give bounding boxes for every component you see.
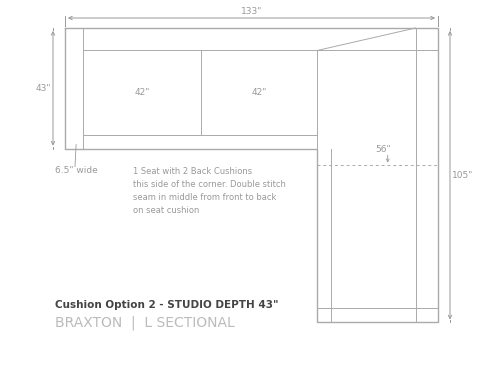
Text: Cushion Option 2 - STUDIO DEPTH 43": Cushion Option 2 - STUDIO DEPTH 43"	[55, 300, 278, 310]
Text: 6.5" wide: 6.5" wide	[55, 166, 98, 175]
Text: 133": 133"	[241, 7, 262, 16]
Text: BRAXTON  |  L SECTIONAL: BRAXTON | L SECTIONAL	[55, 316, 235, 330]
Text: 43": 43"	[36, 84, 51, 93]
Text: 42": 42"	[252, 88, 267, 97]
Text: 1 Seat with 2 Back Cushions
this side of the corner. Double stitch
seam in middl: 1 Seat with 2 Back Cushions this side of…	[133, 166, 286, 215]
Text: 105": 105"	[452, 171, 473, 180]
Text: 56": 56"	[375, 145, 390, 154]
Text: 42": 42"	[134, 88, 150, 97]
